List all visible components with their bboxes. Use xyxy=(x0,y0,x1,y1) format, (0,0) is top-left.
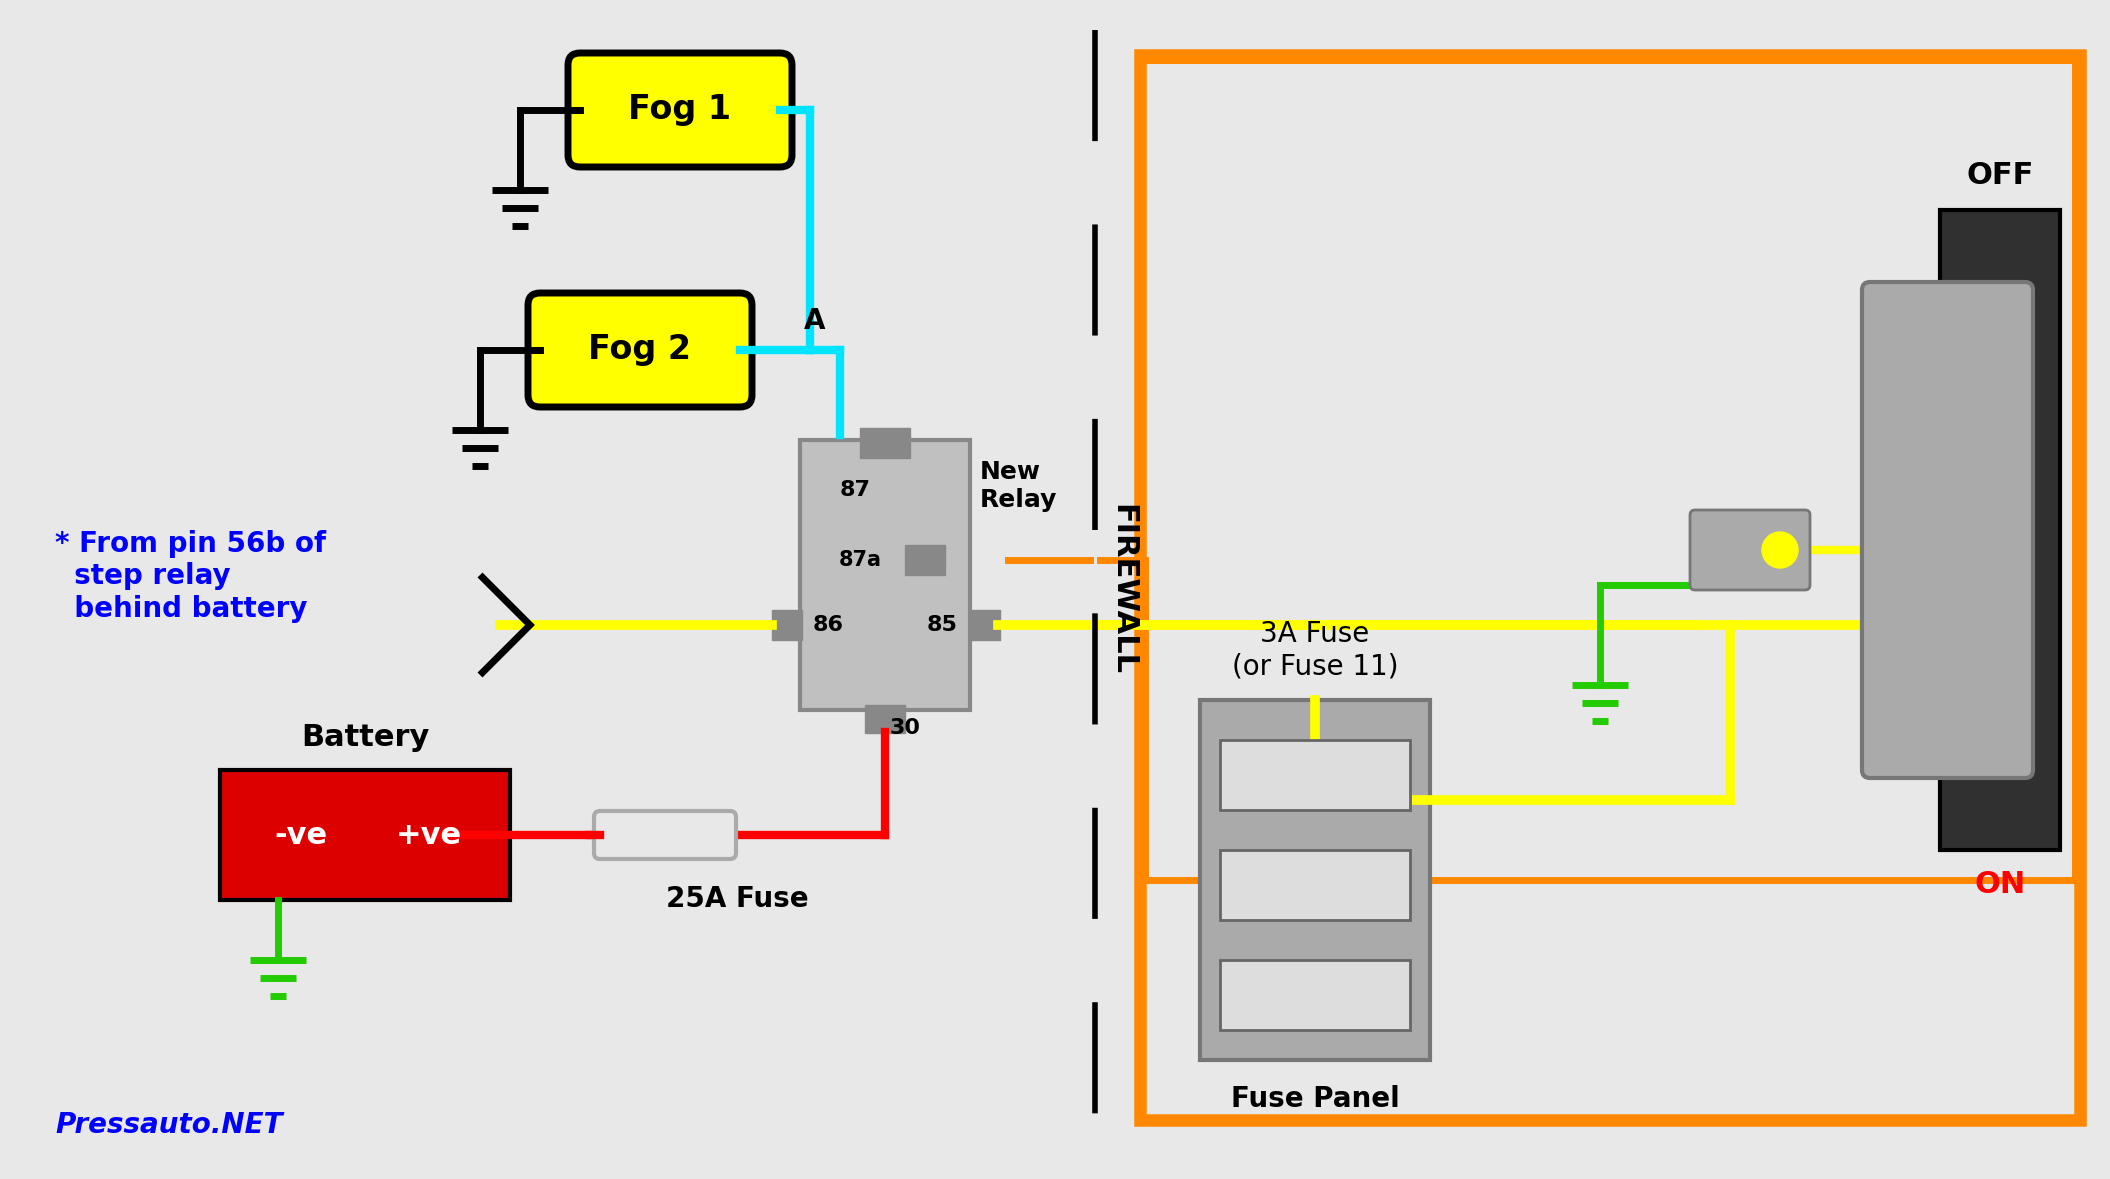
Text: Fuse Panel: Fuse Panel xyxy=(1230,1085,1399,1113)
Bar xyxy=(971,610,1000,640)
Text: Battery: Battery xyxy=(302,723,428,752)
Bar xyxy=(865,705,905,733)
Text: 25A Fuse: 25A Fuse xyxy=(667,885,808,913)
Bar xyxy=(1939,210,2059,850)
Text: OFF: OFF xyxy=(1967,162,2034,190)
Text: 86: 86 xyxy=(812,615,844,635)
Text: 87: 87 xyxy=(840,480,871,500)
Bar xyxy=(861,428,909,457)
Bar xyxy=(905,545,945,575)
Bar xyxy=(219,770,511,900)
Bar xyxy=(1220,960,1409,1030)
Text: * From pin 56b of
  step relay
  behind battery: * From pin 56b of step relay behind batt… xyxy=(55,531,327,623)
Bar xyxy=(772,610,802,640)
Text: 3A Fuse
(or Fuse 11): 3A Fuse (or Fuse 11) xyxy=(1232,620,1399,680)
Text: -ve: -ve xyxy=(274,821,327,850)
Bar xyxy=(1201,700,1431,1060)
FancyBboxPatch shape xyxy=(1861,282,2034,778)
Bar xyxy=(1139,55,2080,1120)
Text: Fog 1: Fog 1 xyxy=(629,93,732,126)
Text: 85: 85 xyxy=(926,615,958,635)
FancyBboxPatch shape xyxy=(1690,511,1810,590)
Circle shape xyxy=(1762,532,1798,568)
Bar xyxy=(1220,740,1409,810)
Text: +ve: +ve xyxy=(397,821,462,850)
Text: 30: 30 xyxy=(890,718,920,738)
Text: A: A xyxy=(804,307,825,335)
Bar xyxy=(1220,850,1409,920)
Text: Fog 2: Fog 2 xyxy=(589,334,692,367)
Text: Pressauto.NET: Pressauto.NET xyxy=(55,1111,283,1139)
FancyBboxPatch shape xyxy=(568,53,791,167)
Text: 87a: 87a xyxy=(838,549,882,569)
FancyBboxPatch shape xyxy=(595,811,736,859)
FancyBboxPatch shape xyxy=(528,294,751,407)
Text: ON: ON xyxy=(1975,870,2026,900)
Text: New
Relay: New Relay xyxy=(979,460,1057,512)
Text: FIREWALL: FIREWALL xyxy=(1108,503,1137,676)
Bar xyxy=(800,440,971,710)
